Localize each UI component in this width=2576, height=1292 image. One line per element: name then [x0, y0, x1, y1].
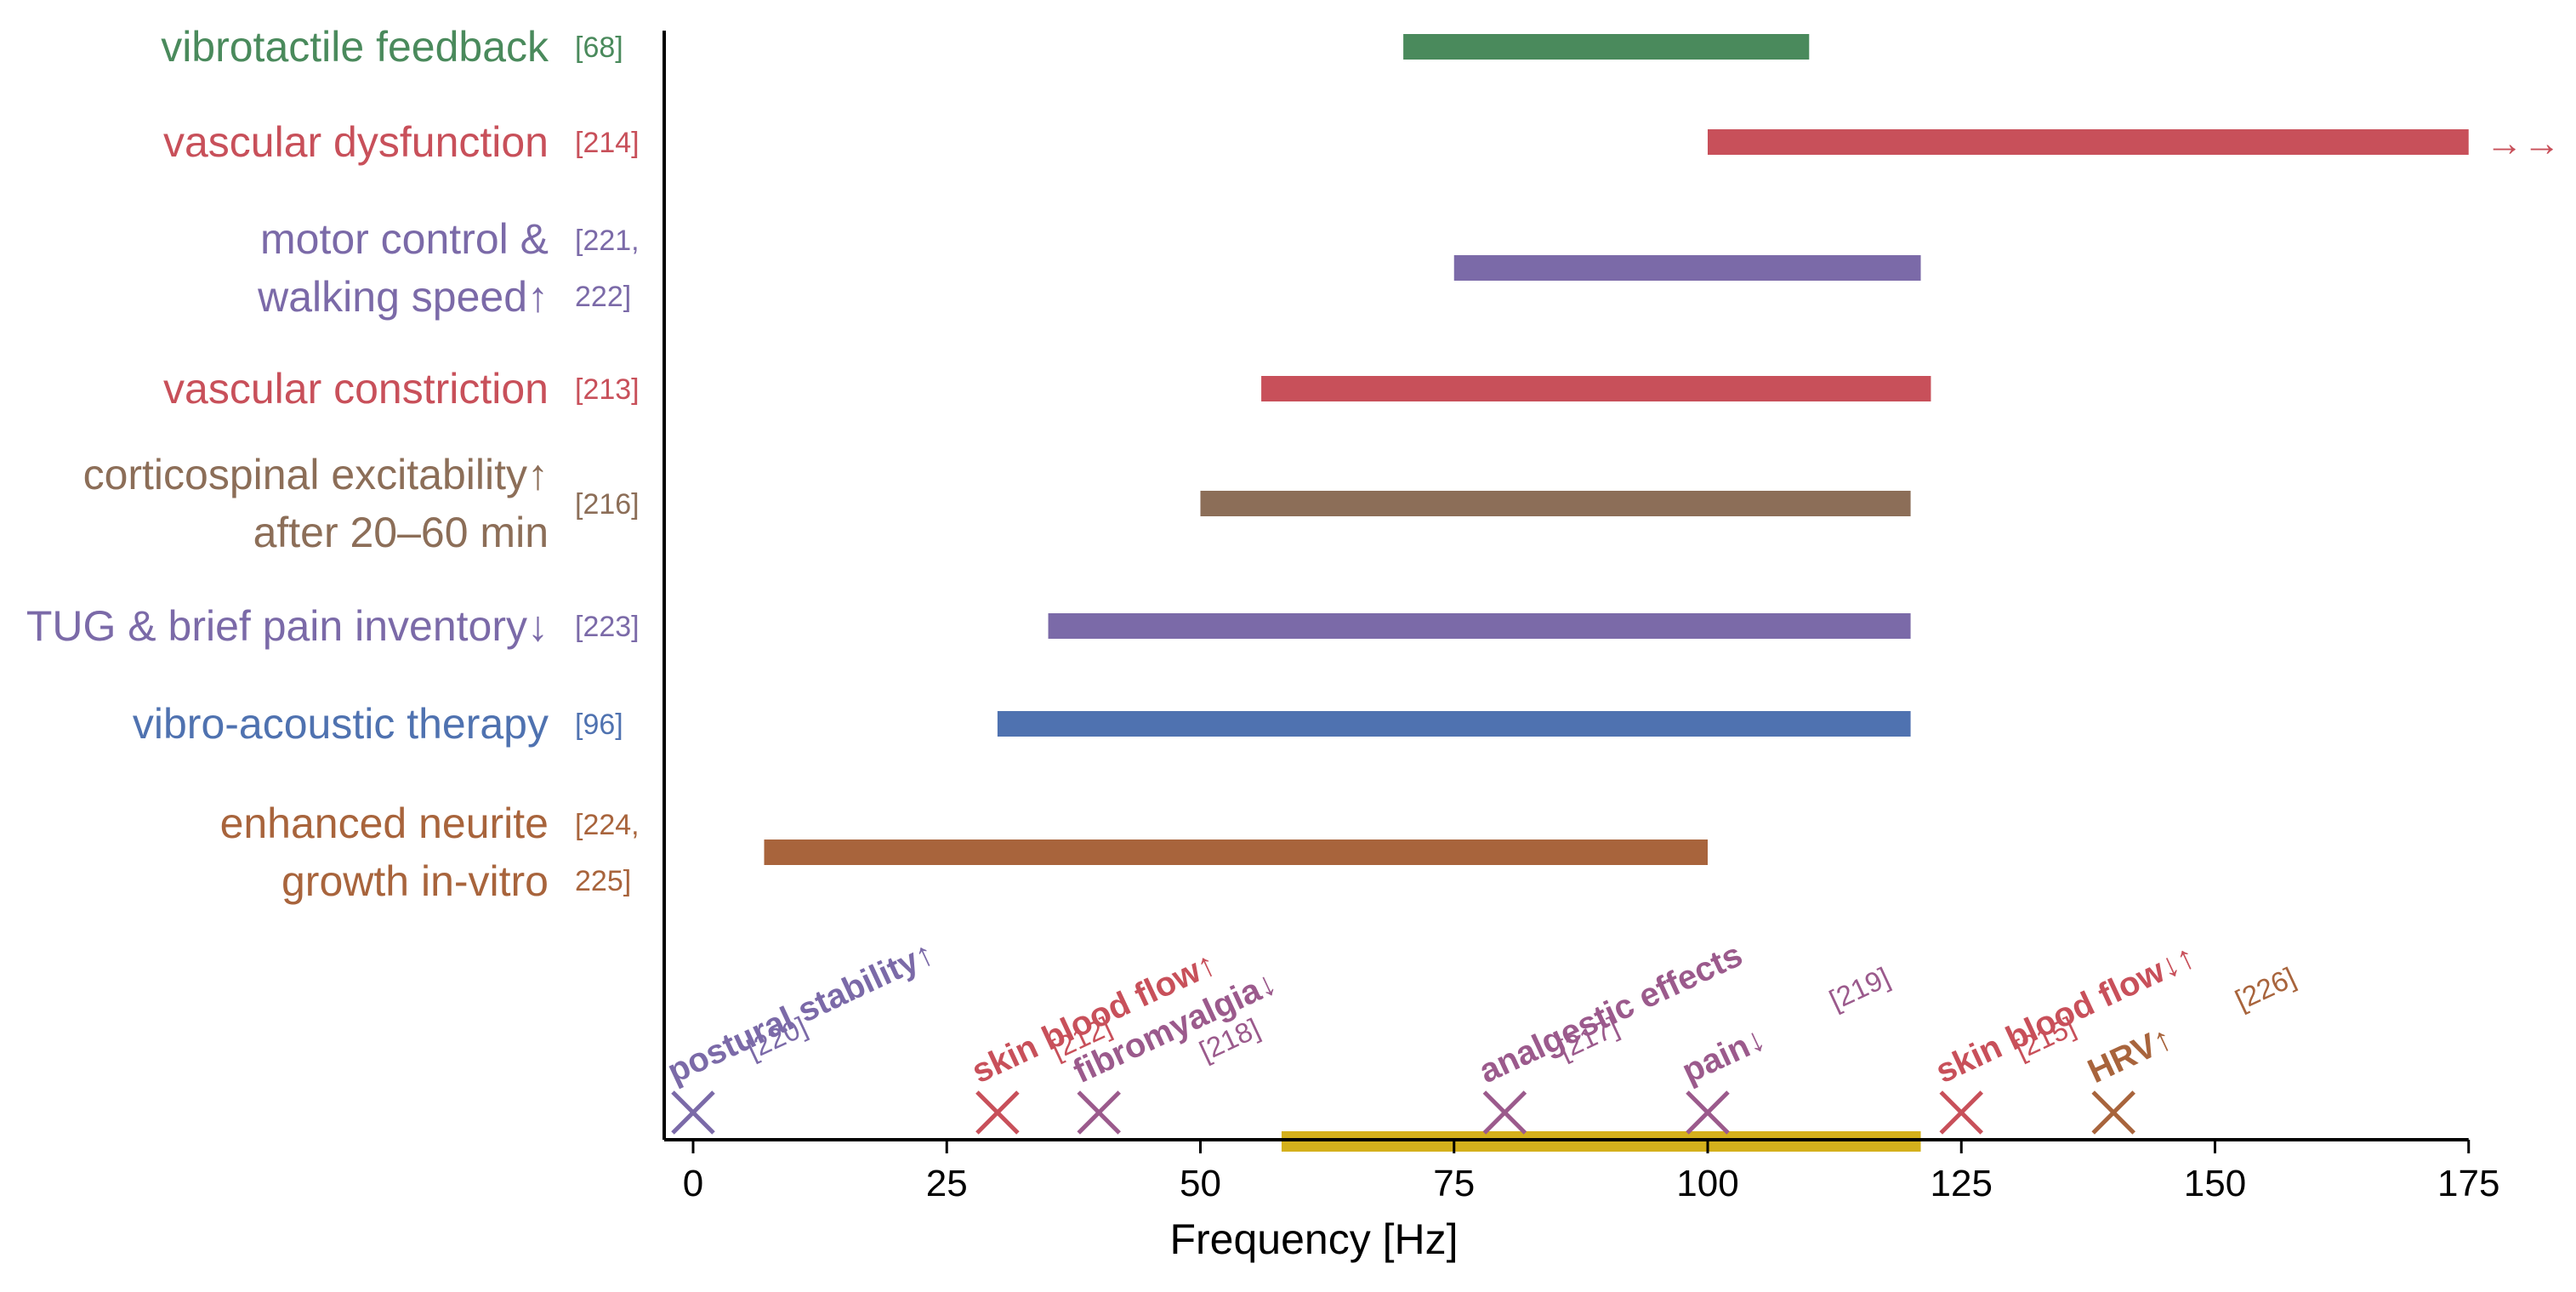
x-axis-title: Frequency [Hz]	[1169, 1215, 1458, 1263]
range-reference: [216]	[575, 488, 640, 521]
range-label: after 20–60 min	[253, 509, 549, 556]
x-marker	[1686, 1090, 1730, 1135]
marker-label: pain↓	[1676, 1020, 1771, 1090]
marker-label: postural stability↑	[662, 935, 940, 1091]
x-tick-label: 75	[1433, 1163, 1475, 1204]
range-label: vibrotactile feedback	[161, 23, 549, 71]
range-label: motor control &	[260, 215, 549, 263]
range-continues-arrow: →→	[2486, 122, 2561, 164]
marker-label: HRV↑	[2082, 1019, 2178, 1090]
range-reference: [68]	[575, 31, 623, 64]
x-tick-label: 0	[683, 1163, 703, 1204]
range-label: corticospinal excitability↑	[83, 451, 549, 498]
x-marker	[1482, 1090, 1527, 1135]
x-tick-label: 125	[1931, 1163, 1993, 1204]
marker-reference: [226]	[2231, 961, 2300, 1016]
range-label: vibro-acoustic therapy	[133, 700, 549, 748]
range-bar	[997, 711, 1911, 737]
range-reference: [213]	[575, 373, 640, 406]
range-label: vascular dysfunction	[163, 118, 549, 166]
range-reference: [221,	[575, 225, 640, 257]
range-reference: [96]	[575, 709, 623, 741]
range-label: TUG & brief pain inventory↓	[26, 602, 549, 650]
x-tick-label: 100	[1676, 1163, 1738, 1204]
range-label: vascular constriction	[163, 365, 549, 413]
range-bar	[1200, 491, 1911, 516]
range-reference: 222]	[575, 281, 631, 313]
range-bar	[1453, 255, 1921, 281]
range-reference: [224,	[575, 809, 640, 841]
x-tick-label: 50	[1180, 1163, 1221, 1204]
x-tick-label: 25	[926, 1163, 968, 1204]
x-marker	[1939, 1090, 1984, 1135]
range-label: enhanced neurite	[220, 800, 549, 847]
range-bar	[1048, 613, 1911, 639]
x-marker	[975, 1090, 1020, 1135]
range-label: walking speed↑	[257, 273, 549, 321]
marker-reference: [219]	[1824, 961, 1894, 1016]
range-reference: 225]	[575, 865, 631, 897]
range-bar	[1261, 376, 1931, 401]
x-tick-label: 150	[2184, 1163, 2246, 1204]
range-label: growth in-vitro	[281, 857, 549, 905]
x-marker	[671, 1090, 715, 1135]
range-reference: [223]	[575, 611, 640, 643]
range-reference: [214]	[575, 127, 640, 159]
range-bar	[1708, 129, 2469, 155]
range-bar	[1403, 34, 1810, 60]
x-marker	[2091, 1090, 2135, 1135]
x-marker	[1077, 1090, 1121, 1135]
x-tick-label: 175	[2437, 1163, 2499, 1204]
range-bar	[764, 840, 1708, 865]
